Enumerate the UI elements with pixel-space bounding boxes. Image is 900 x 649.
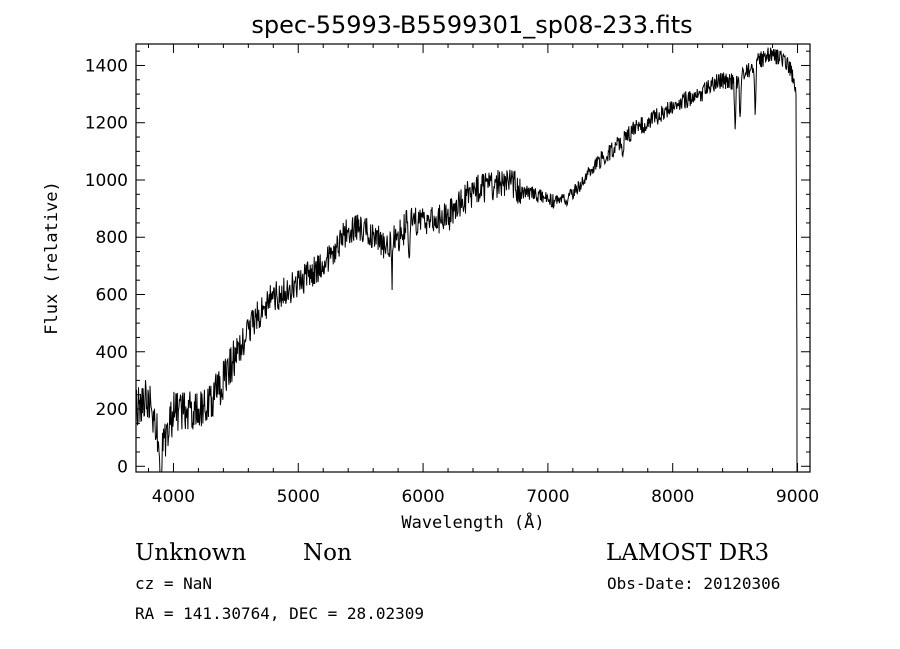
x-tick-labels: 4000 5000 6000 7000 8000 9000 (152, 487, 819, 507)
x-tick-label: 8000 (651, 487, 694, 507)
x-axis-label: Wavelength (Å) (401, 511, 544, 533)
y-tick-labels: 0 200 400 600 800 1000 1200 1400 (85, 56, 128, 477)
x-tick-label: 7000 (526, 487, 569, 507)
plot-frame (135, 43, 811, 473)
x-tick-label: 5000 (277, 487, 320, 507)
object-subclass: Non (303, 540, 352, 566)
axis-ticks (136, 44, 810, 472)
y-tick-label: 1400 (85, 56, 128, 76)
x-tick-label: 9000 (776, 487, 819, 507)
chart-title: spec-55993-B5599301_sp08-233.fits (251, 11, 692, 39)
y-tick-label: 1200 (85, 114, 128, 134)
y-tick-label: 600 (96, 286, 128, 306)
y-axis-label: Flux (relative) (42, 181, 62, 335)
x-tick-label: 4000 (152, 487, 195, 507)
y-tick-label: 1000 (85, 171, 128, 191)
observation-date: Obs-Date: 20120306 (607, 574, 780, 593)
y-tick-label: 800 (96, 228, 128, 248)
object-class: Unknown (135, 540, 246, 566)
coordinates: RA = 141.30764, DEC = 28.02309 (135, 604, 424, 623)
y-tick-label: 200 (96, 400, 128, 420)
survey-name: LAMOST DR3 (606, 540, 769, 566)
spectrum-series-line (136, 47, 798, 472)
redshift-cz: cz = NaN (135, 574, 212, 593)
x-tick-label: 6000 (401, 487, 444, 507)
y-tick-label: 0 (117, 457, 128, 477)
y-tick-label: 400 (96, 343, 128, 363)
